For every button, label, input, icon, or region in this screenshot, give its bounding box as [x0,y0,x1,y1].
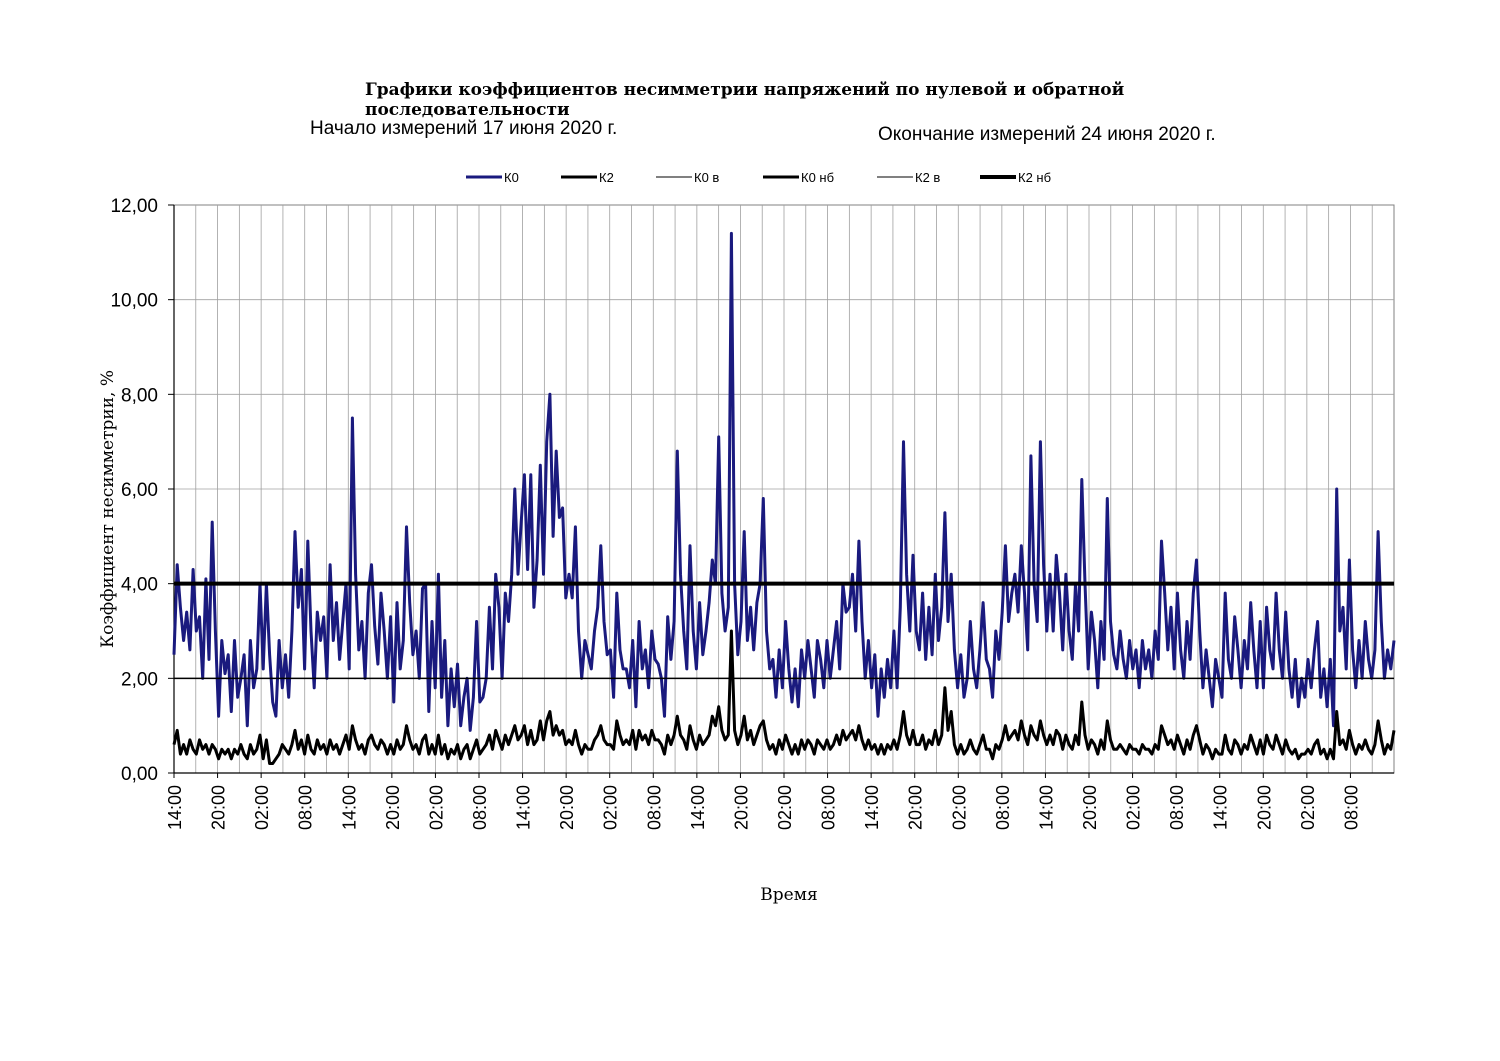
x-tick-label: 02:00 [252,785,272,830]
y-axis-label: Коэффициент несимметрии, % [98,370,118,648]
x-tick-label: 14:00 [688,785,708,830]
y-tick-label: 6,00 [121,480,158,501]
x-tick-label: 08:00 [819,785,839,830]
legend-label: К0 нб [801,170,834,185]
x-tick-label: 02:00 [1124,785,1144,830]
chart-title: Графики коэффициентов несимметрии напряж… [365,80,1125,120]
x-tick-label: 14:00 [1036,785,1056,830]
legend-label: К0 в [694,170,719,185]
end-date-label: Окончание измерений 24 июня 2020 г. [878,124,1216,145]
legend-label: К2 в [915,170,940,185]
x-axis-label: Время [760,885,817,905]
x-tick-label: 08:00 [296,785,316,830]
y-tick-label: 0,00 [121,764,158,785]
x-tick-label: 02:00 [1298,785,1318,830]
x-tick-label: 02:00 [949,785,969,830]
x-tick-label: 02:00 [775,785,795,830]
x-tick-label: 08:00 [470,785,490,830]
series-line-К2 [172,629,1396,765]
x-tick-label: 02:00 [426,785,446,830]
x-tick-label: 20:00 [1080,785,1100,830]
y-tick-label: 12,00 [110,196,158,217]
x-tick-label: 20:00 [383,785,403,830]
legend-label: К2 [599,170,614,185]
y-tick-label: 8,00 [121,385,158,406]
legend-label: К0 [504,170,519,185]
x-tick-label: 02:00 [601,785,621,830]
x-tick-label: 20:00 [906,785,926,830]
y-tick-label: 4,00 [121,575,158,596]
x-tick-label: 08:00 [993,785,1013,830]
x-tick-label: 20:00 [209,785,229,830]
x-tick-label: 14:00 [339,785,359,830]
x-tick-label: 14:00 [514,785,534,830]
x-tick-label: 20:00 [557,785,577,830]
x-tick-label: 08:00 [1341,785,1361,830]
x-tick-label: 08:00 [1167,785,1187,830]
series-line-К0 [172,231,1396,732]
x-tick-label: 08:00 [644,785,664,830]
x-tick-label: 14:00 [165,785,185,830]
y-tick-label: 10,00 [110,291,158,312]
legend-label: К2 нб [1018,170,1051,185]
x-tick-label: 14:00 [1211,785,1231,830]
x-tick-label: 20:00 [731,785,751,830]
x-tick-label: 14:00 [862,785,882,830]
y-tick-label: 2,00 [121,669,158,690]
x-tick-label: 20:00 [1254,785,1274,830]
start-date-label: Начало измерений 17 июня 2020 г. [310,118,618,139]
